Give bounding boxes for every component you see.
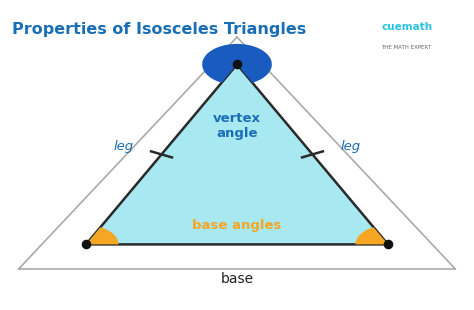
Text: Properties of Isosceles Triangles: Properties of Isosceles Triangles bbox=[12, 22, 306, 37]
Wedge shape bbox=[86, 227, 118, 244]
Point bbox=[82, 242, 90, 247]
Point bbox=[233, 62, 241, 67]
Polygon shape bbox=[86, 64, 388, 244]
Wedge shape bbox=[356, 227, 388, 244]
Text: base angles: base angles bbox=[192, 219, 282, 232]
Text: cuemath: cuemath bbox=[381, 22, 432, 32]
Text: THE MATH EXPERT: THE MATH EXPERT bbox=[381, 45, 431, 50]
Text: base: base bbox=[220, 272, 254, 286]
Point bbox=[384, 242, 392, 247]
Text: leg: leg bbox=[113, 140, 133, 153]
Text: vertex
angle: vertex angle bbox=[213, 112, 261, 140]
Text: leg: leg bbox=[341, 140, 361, 153]
Wedge shape bbox=[202, 44, 272, 83]
